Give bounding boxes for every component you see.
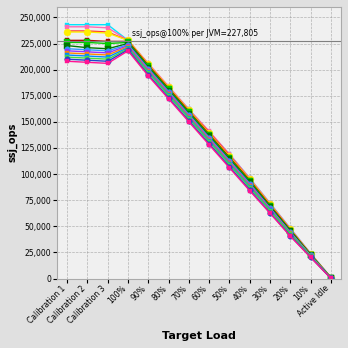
Y-axis label: ssj_ops: ssj_ops	[7, 123, 17, 163]
X-axis label: Target Load: Target Load	[162, 331, 236, 341]
Text: ssj_ops@100% per JVM=227,805: ssj_ops@100% per JVM=227,805	[132, 30, 258, 39]
